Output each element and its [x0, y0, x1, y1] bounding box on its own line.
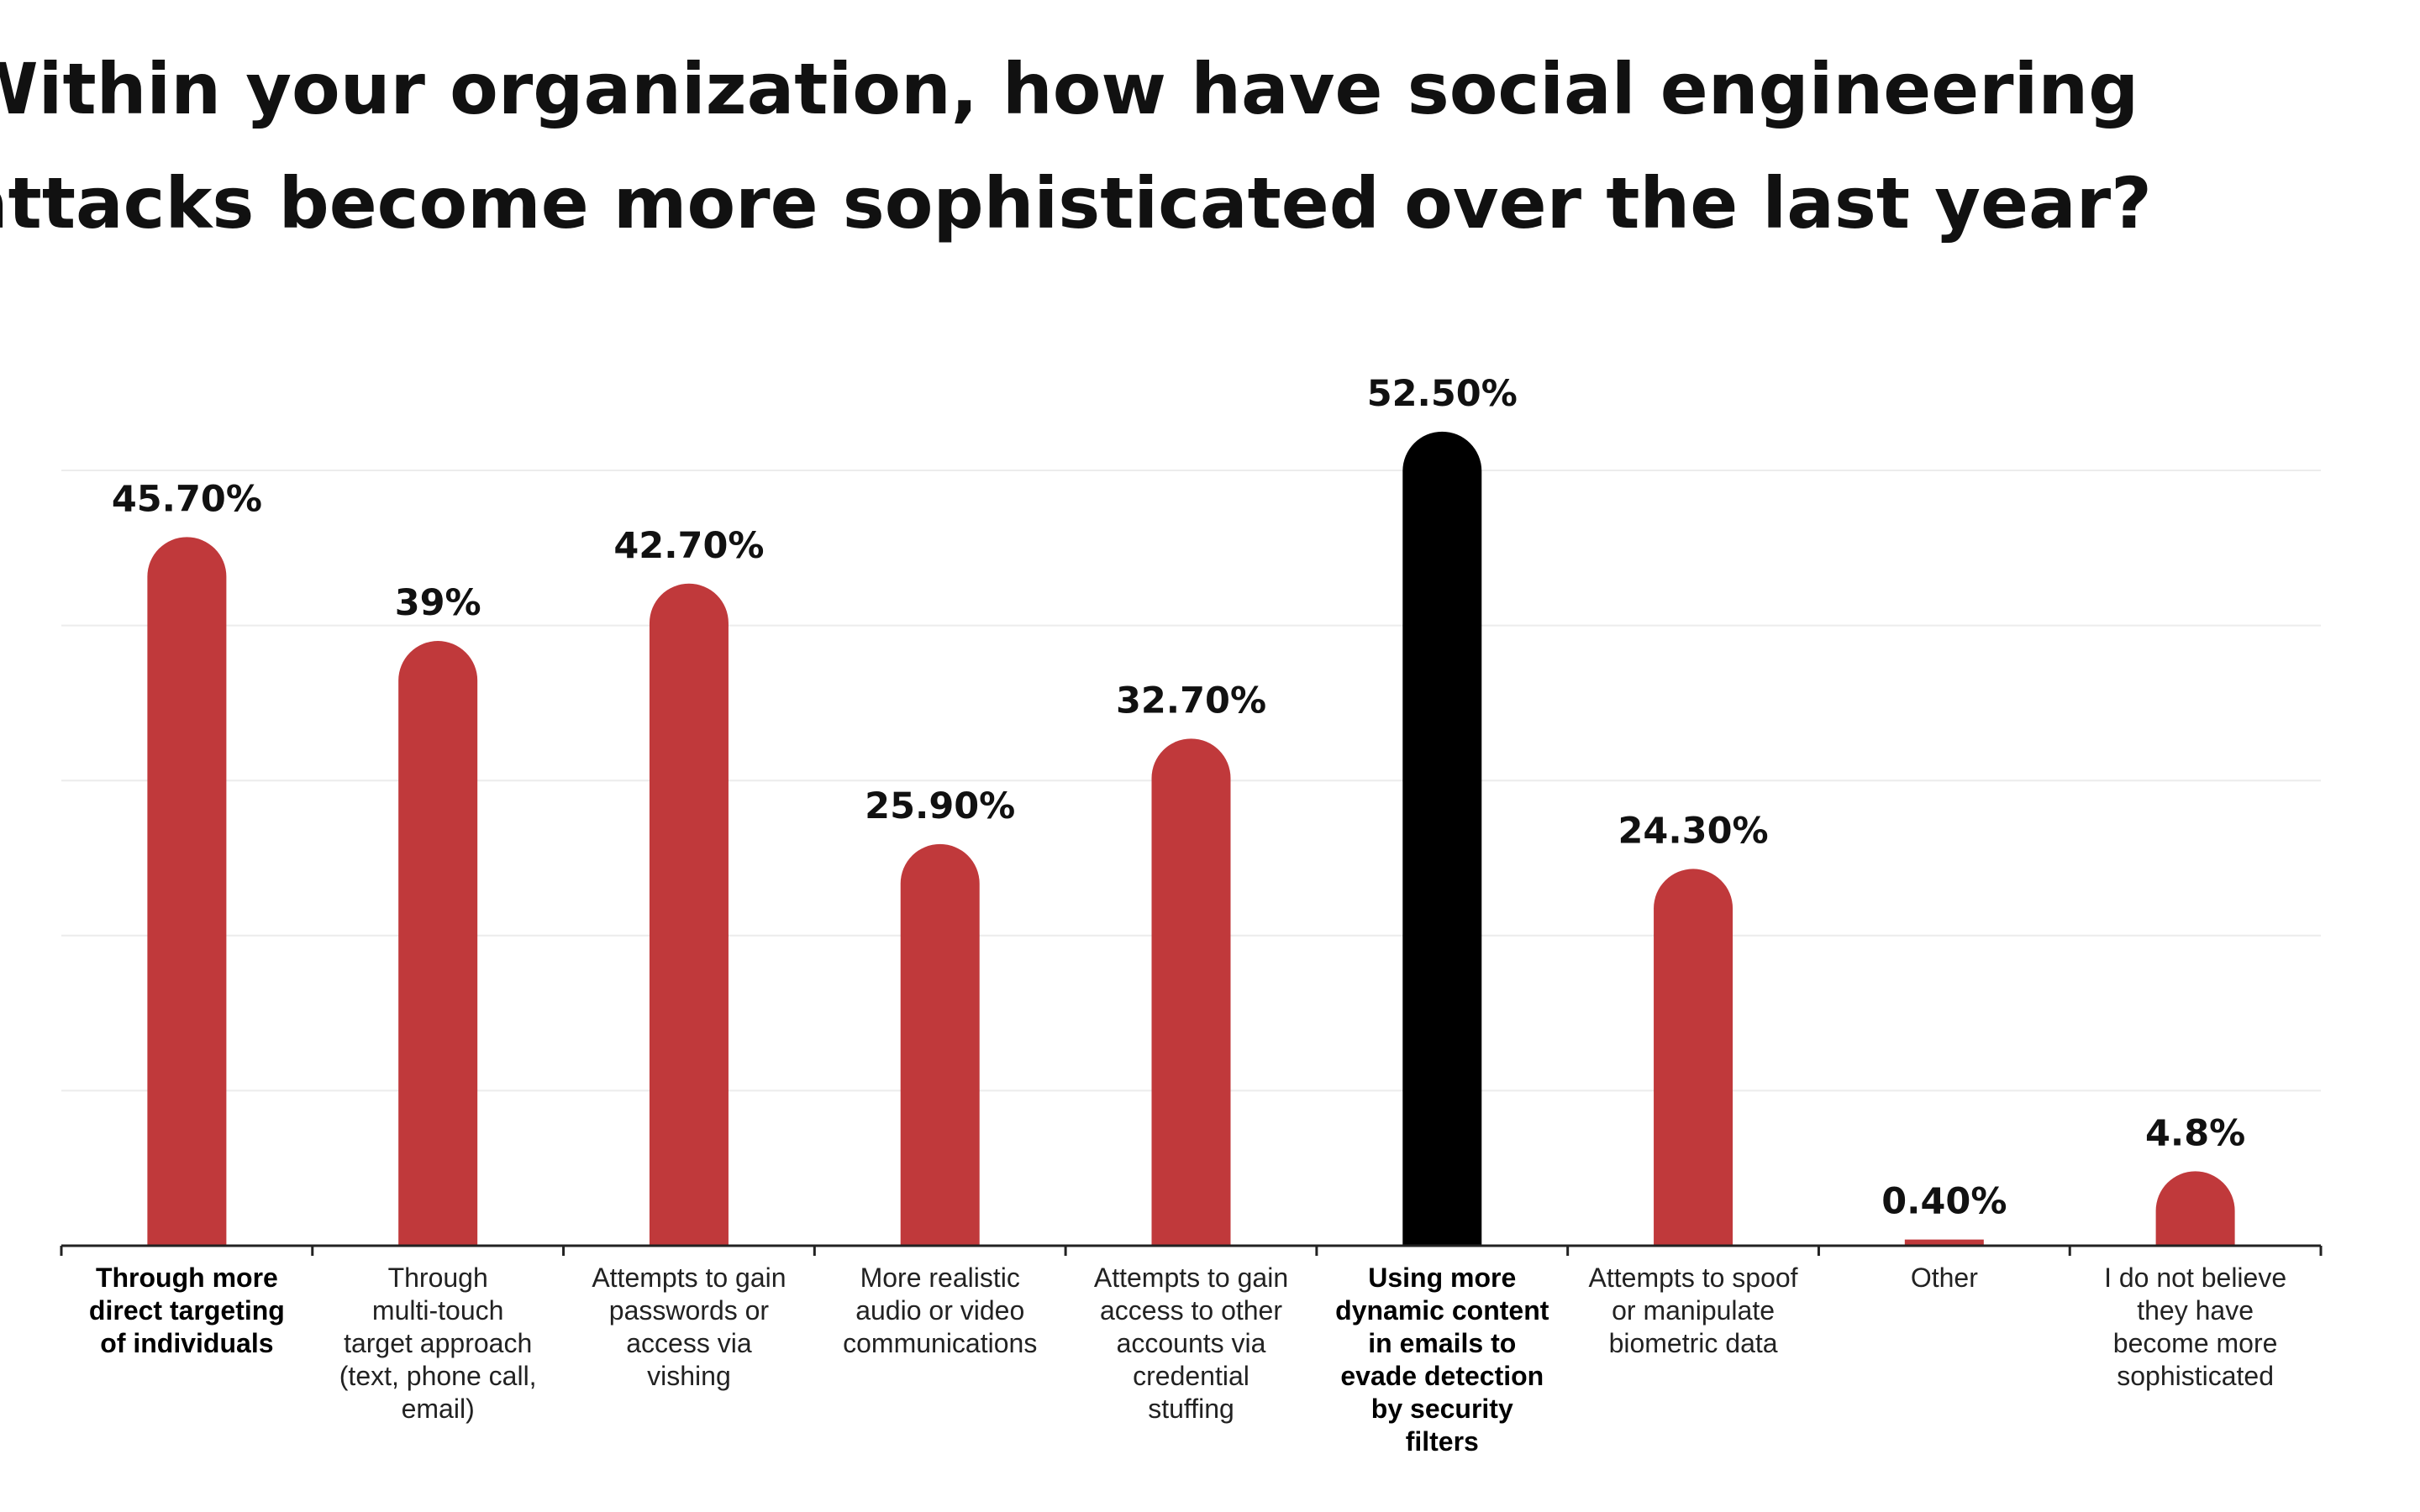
value-label: 25.90%	[865, 785, 1015, 827]
x-axis	[60, 1244, 2323, 1256]
category-label: Attempts to spoof or manipulate biometric …	[1589, 1263, 1798, 1358]
value-label: 39%	[395, 582, 481, 624]
labels: 45.70% Through more direct targeting of ind…	[89, 373, 2286, 1457]
category-label: Through more direct targeting of individua…	[89, 1263, 285, 1358]
bar	[1904, 1239, 1984, 1246]
bar	[1151, 738, 1231, 1246]
bar	[1402, 431, 1482, 1246]
bar	[147, 537, 227, 1246]
bar	[2155, 1171, 2235, 1246]
category-label: Attempts to gain access to other accounts …	[1094, 1263, 1288, 1424]
bar	[900, 843, 980, 1246]
category-label: Through multi-touch target approach (text, …	[339, 1263, 537, 1424]
category-label: Other	[1911, 1263, 1978, 1293]
value-label: 4.8%	[2145, 1112, 2245, 1154]
category-label: Using more dynamic content in emails to eva…	[1335, 1263, 1549, 1457]
value-label: 0.40%	[1881, 1181, 2007, 1223]
value-label: 32.70%	[1116, 680, 1266, 722]
bars	[147, 431, 2235, 1246]
value-label: 24.30%	[1618, 810, 1769, 852]
value-label: 45.70%	[112, 478, 262, 520]
category-label: Attempts to gain passwords or access via vi…	[592, 1263, 786, 1391]
category-label: I do not believe they have become more soph…	[2104, 1263, 2286, 1391]
bar	[398, 641, 478, 1246]
bar	[649, 583, 729, 1246]
value-label: 52.50%	[1367, 373, 1518, 415]
bar	[1654, 869, 1733, 1246]
category-label: More realistic audio or video communicatio…	[843, 1263, 1037, 1358]
chart-title: Within your organization, how have socia…	[0, 48, 2152, 244]
value-label: 42.70%	[613, 525, 764, 567]
